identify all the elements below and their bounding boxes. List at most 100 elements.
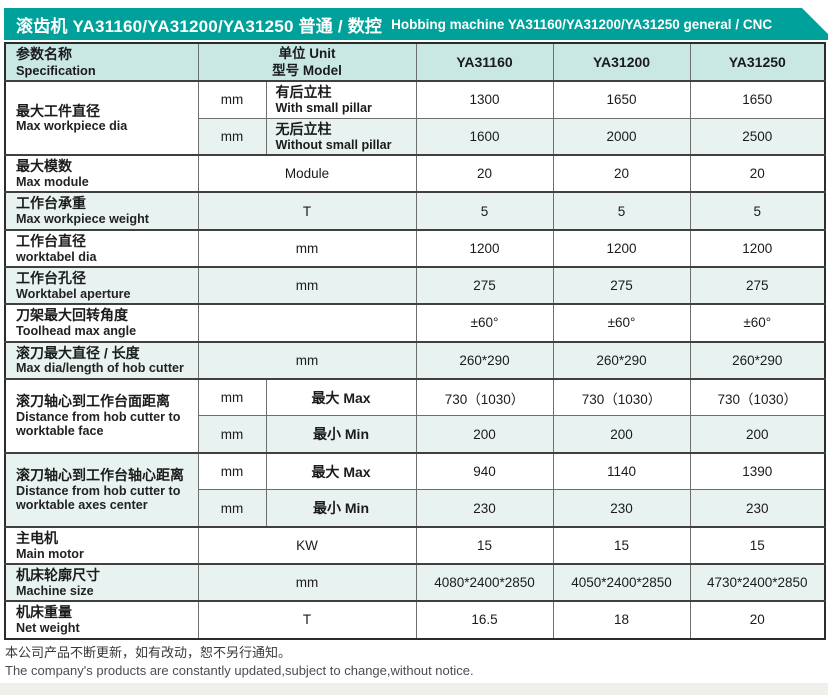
unit-cell: [197, 303, 417, 343]
value-cell: 15: [552, 525, 691, 565]
value-cell: 2500: [689, 117, 826, 156]
sublabel-max: 最大 Max: [265, 451, 417, 491]
row-net-weight: 机床重量 Net weight T 16.5 18 20: [4, 600, 826, 640]
footer-note-en: The company's products are constantly up…: [5, 662, 474, 678]
value-cell: 2000: [552, 117, 691, 156]
sublabel-max: 最大 Max: [265, 377, 417, 417]
header-model-ya31160: YA31160: [415, 42, 554, 83]
param-worktable-dia: 工作台直径 worktabel dia: [4, 228, 199, 268]
page-title-en: Hobbing machine YA31160/YA31200/YA31250 …: [391, 16, 773, 32]
header-model-ya31200: YA31200: [552, 42, 691, 83]
unit-cell: T: [197, 600, 417, 640]
footer-notes: 本公司产品不断更新，如有改动，恕不另行通知。 The company's pro…: [5, 644, 474, 679]
header-model-ya31250: YA31250: [689, 42, 826, 83]
value-cell: 260*290: [552, 340, 691, 380]
value-cell: 1600: [415, 117, 554, 156]
table-header-row: 参数名称 Specification 单位 Unit 型号 Model YA31…: [4, 42, 826, 83]
param-net-weight: 机床重量 Net weight: [4, 600, 199, 640]
unit-cell: mm: [197, 340, 417, 380]
value-cell: 1650: [552, 80, 691, 119]
value-cell: 1140: [552, 451, 691, 491]
value-cell: 20: [415, 154, 554, 193]
param-main-motor: 主电机 Main motor: [4, 525, 199, 565]
param-max-module: 最大模数 Max module: [4, 154, 199, 193]
value-cell: 15: [689, 525, 826, 565]
sublabel-without-small-pillar: 无后立柱 Without small pillar: [265, 117, 417, 156]
row-hob-cutter-dia-length: 滚刀最大直径 / 长度 Max dia/length of hob cutter…: [4, 340, 826, 380]
param-distance-to-worktable-face: 滚刀轴心到工作台面距离 Distance from hob cutter to …: [4, 377, 199, 454]
value-cell: 5: [689, 191, 826, 231]
spec-table: 参数名称 Specification 单位 Unit 型号 Model YA31…: [4, 42, 826, 640]
value-cell: ±60°: [689, 303, 826, 343]
value-cell: 275: [689, 265, 826, 305]
unit-cell: T: [197, 191, 417, 231]
value-cell: 20: [552, 154, 691, 193]
value-cell: 1390: [689, 451, 826, 491]
value-cell: 940: [415, 451, 554, 491]
unit-cell: KW: [197, 525, 417, 565]
value-cell: 4730*2400*2850: [689, 563, 826, 602]
value-cell: 1200: [689, 228, 826, 268]
param-max-workpiece-dia: 最大工件直径 Max workpiece dia: [4, 80, 199, 156]
row-worktable-aperture: 工作台孔径 Worktabel aperture mm 275 275 275: [4, 265, 826, 305]
sublabel-with-small-pillar: 有后立柱 With small pillar: [265, 80, 417, 119]
value-cell: 4080*2400*2850: [415, 563, 554, 602]
unit-cell: mm: [197, 228, 417, 268]
unit-cell: mm: [197, 489, 267, 528]
value-cell: 230: [689, 489, 826, 528]
value-cell: 1200: [415, 228, 554, 268]
unit-cell: mm: [197, 80, 267, 119]
value-cell: 20: [689, 154, 826, 193]
value-cell: 260*290: [689, 340, 826, 380]
value-cell: 260*290: [415, 340, 554, 380]
value-cell: 5: [415, 191, 554, 231]
footer-note-cn: 本公司产品不断更新，如有改动，恕不另行通知。: [5, 645, 292, 660]
unit-cell: Module: [197, 154, 417, 193]
param-hob-cutter-dia-length: 滚刀最大直径 / 长度 Max dia/length of hob cutter: [4, 340, 199, 380]
row-max-workpiece-weight: 工作台承重 Max workpiece weight T 5 5 5: [4, 191, 826, 231]
unit-cell: mm: [197, 451, 267, 491]
value-cell: 230: [552, 489, 691, 528]
page-bottom-strip: [0, 683, 828, 695]
value-cell: ±60°: [552, 303, 691, 343]
unit-cell: mm: [197, 563, 417, 602]
row-worktable-dia: 工作台直径 worktabel dia mm 1200 1200 1200: [4, 228, 826, 268]
sublabel-min: 最小 Min: [265, 415, 417, 454]
row-max-workpiece-dia-with-pillar: 最大工件直径 Max workpiece dia mm 有后立柱 With sm…: [4, 80, 826, 156]
value-cell: 275: [415, 265, 554, 305]
unit-cell: mm: [197, 265, 417, 305]
value-cell: 730（1030）: [689, 377, 826, 417]
value-cell: 5: [552, 191, 691, 231]
row-max-module: 最大模数 Max module Module 20 20 20: [4, 154, 826, 193]
value-cell: 18: [552, 600, 691, 640]
value-cell: 1650: [689, 80, 826, 119]
row-distance-axes-min: mm 最小 Min 230 230 230: [5, 489, 826, 528]
value-cell: 200: [689, 415, 826, 454]
param-distance-to-axes-center: 滚刀轴心到工作台轴心距离 Distance from hob cutter to…: [4, 451, 199, 528]
value-cell: 20: [689, 600, 826, 640]
row-distance-axes-max: 滚刀轴心到工作台轴心距离 Distance from hob cutter to…: [4, 451, 826, 528]
param-worktable-aperture: 工作台孔径 Worktabel aperture: [4, 265, 199, 305]
header-unit-model: 单位 Unit 型号 Model: [197, 42, 417, 83]
value-cell: 4050*2400*2850: [552, 563, 691, 602]
row-distance-face-min: mm 最小 Min 200 200 200: [5, 415, 826, 454]
value-cell: 1300: [415, 80, 554, 119]
value-cell: 200: [552, 415, 691, 454]
param-toolhead-max-angle: 刀架最大回转角度 Toolhead max angle: [4, 303, 199, 343]
unit-cell: mm: [197, 117, 267, 156]
value-cell: 730（1030）: [552, 377, 691, 417]
row-toolhead-max-angle: 刀架最大回转角度 Toolhead max angle ±60° ±60° ±6…: [4, 303, 826, 343]
param-machine-size: 机床轮廓尺寸 Machine size: [4, 563, 199, 602]
title-ribbon: 滚齿机 YA31160/YA31200/YA31250 普通 / 数控 Hobb…: [4, 8, 828, 40]
unit-cell: mm: [197, 377, 267, 417]
value-cell: ±60°: [415, 303, 554, 343]
unit-cell: mm: [197, 415, 267, 454]
header-specification: 参数名称 Specification: [4, 42, 199, 83]
param-max-workpiece-weight: 工作台承重 Max workpiece weight: [4, 191, 199, 231]
value-cell: 730（1030）: [415, 377, 554, 417]
value-cell: 16.5: [415, 600, 554, 640]
value-cell: 230: [415, 489, 554, 528]
page-title-cn: 滚齿机 YA31160/YA31200/YA31250 普通 / 数控: [16, 16, 383, 36]
row-main-motor: 主电机 Main motor KW 15 15 15: [4, 525, 826, 565]
